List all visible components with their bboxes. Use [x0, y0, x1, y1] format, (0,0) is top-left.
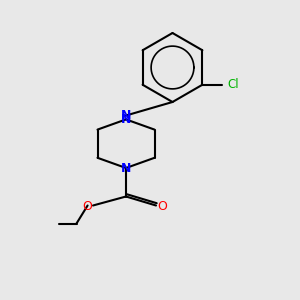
- Text: O: O: [83, 200, 92, 214]
- Text: O: O: [158, 200, 167, 214]
- Text: Cl: Cl: [227, 78, 239, 91]
- Text: N: N: [121, 161, 131, 175]
- Text: N: N: [121, 113, 131, 126]
- Text: N: N: [121, 109, 131, 122]
